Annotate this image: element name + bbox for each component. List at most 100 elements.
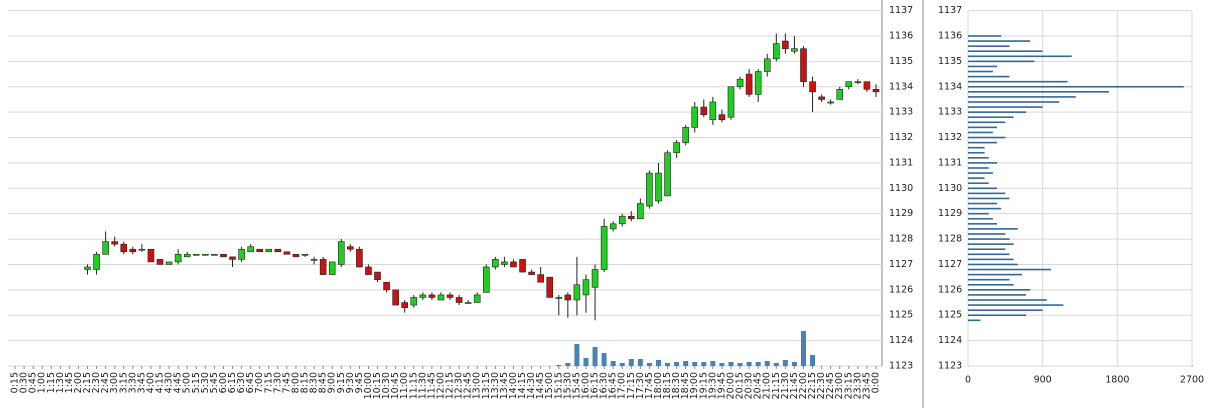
x-tick-label: 4:15 [155, 372, 166, 393]
profile-bar [968, 65, 998, 68]
volume-bar [701, 362, 707, 366]
x-tick-label: 19:00 [689, 372, 700, 399]
y-tick-label: 1130 [889, 183, 913, 194]
profile-bar [968, 268, 1051, 271]
x-tick-label: 4:45 [173, 372, 184, 393]
x-tick-label: 7:30 [272, 372, 283, 393]
candle-body [464, 302, 472, 304]
volume-bar [610, 361, 616, 366]
candle-body [374, 271, 381, 280]
x-tick-label: 14:45 [535, 372, 546, 399]
candle-body [700, 106, 708, 115]
profile-bar [968, 319, 981, 322]
candle-body [283, 251, 291, 255]
candle-body [555, 297, 563, 299]
profile-bar [968, 167, 989, 169]
profile-bar [968, 202, 998, 205]
volume-bar [556, 365, 562, 366]
y-tick-label: 1135 [938, 56, 962, 67]
x-tick-label: 23:30 [852, 372, 863, 399]
profile-bar [968, 233, 1006, 235]
x-tick-label: 11:45 [426, 372, 437, 399]
profile-bar [968, 192, 1006, 195]
candle-body [256, 248, 264, 253]
x-tick-label: 8:45 [318, 372, 329, 393]
x-tick-label: 18:00 [653, 372, 664, 399]
x-tick-label: 2:30 [91, 372, 102, 393]
y-tick-label: 1124 [889, 335, 913, 346]
y-tick-label: 1123 [938, 361, 962, 372]
profile-bar [968, 182, 989, 185]
volume-bar [646, 363, 652, 366]
x-tick-label: 15:15 [553, 372, 564, 399]
candle-body [247, 246, 254, 253]
profile-bar [968, 187, 998, 190]
x-tick-label: 900 [1034, 375, 1052, 386]
volume-bar [637, 359, 643, 366]
x-tick-label: 7:45 [281, 372, 292, 393]
volume-bar [737, 363, 743, 366]
x-tick-label: 10:45 [390, 372, 401, 399]
candle-body [836, 88, 844, 100]
volume-bar [746, 362, 752, 366]
x-tick-label: 5:30 [200, 372, 211, 393]
volume-bar [710, 361, 716, 366]
profile-bar [968, 207, 1002, 210]
x-tick-label: 1800 [1105, 375, 1129, 386]
x-tick-label: 0:30 [19, 372, 30, 393]
candle-body [356, 248, 363, 268]
x-tick-label: 20:00 [725, 372, 736, 399]
candle-body [265, 248, 273, 253]
y-tick-label: 1135 [889, 56, 913, 67]
profile-bar [968, 172, 993, 174]
x-tick-label: 19:15 [698, 372, 709, 399]
x-tick-label: 3:15 [118, 372, 129, 393]
candle-body [673, 142, 680, 154]
x-tick-label: 8:15 [300, 372, 311, 393]
x-tick-label: 0:45 [28, 372, 39, 393]
candle-body [637, 203, 644, 220]
profile-bar [968, 60, 1035, 63]
candle-body [528, 271, 535, 275]
volume-bar [728, 362, 734, 366]
y-tick-label: 1131 [938, 157, 962, 168]
y-tick-label: 1137 [938, 5, 962, 16]
candle-body [211, 254, 218, 256]
x-tick-label: 3:45 [136, 372, 147, 393]
x-tick-label: 11:30 [417, 372, 428, 399]
candle-body [310, 259, 318, 261]
profile-bar [968, 278, 1010, 281]
x-tick-label: 1:00 [37, 372, 48, 393]
profile-bar [968, 263, 1018, 266]
profile-bar [968, 309, 1043, 311]
x-tick-label: 21:45 [789, 372, 800, 399]
y-tick-label: 1127 [938, 259, 962, 270]
volume-bar [592, 347, 598, 366]
volume-bar [782, 360, 788, 366]
candle-body [156, 259, 164, 265]
volume-bar [755, 362, 761, 366]
candle-body [492, 259, 499, 268]
x-tick-label: 18:30 [671, 372, 682, 399]
candle-body [220, 254, 227, 258]
profile-bar [968, 141, 998, 144]
profile-bar [968, 106, 1043, 108]
x-tick-label: 5:00 [182, 372, 193, 393]
profile-bar [968, 50, 1043, 53]
candle-body [618, 215, 626, 225]
candle-body [546, 276, 554, 298]
x-tick-label: 0:00 [871, 372, 882, 393]
y-tick-label: 1133 [938, 107, 962, 118]
candle-body [419, 294, 427, 298]
candle-body [791, 48, 798, 52]
x-tick-label: 12:15 [445, 372, 456, 399]
profile-bar [968, 131, 993, 134]
candle-body [365, 266, 372, 275]
candle-body [872, 88, 880, 93]
profile-bar [968, 146, 985, 149]
profile-bar [968, 243, 1014, 245]
volume-bar [810, 355, 816, 366]
candle-body [238, 248, 245, 260]
candle-body [818, 96, 825, 100]
